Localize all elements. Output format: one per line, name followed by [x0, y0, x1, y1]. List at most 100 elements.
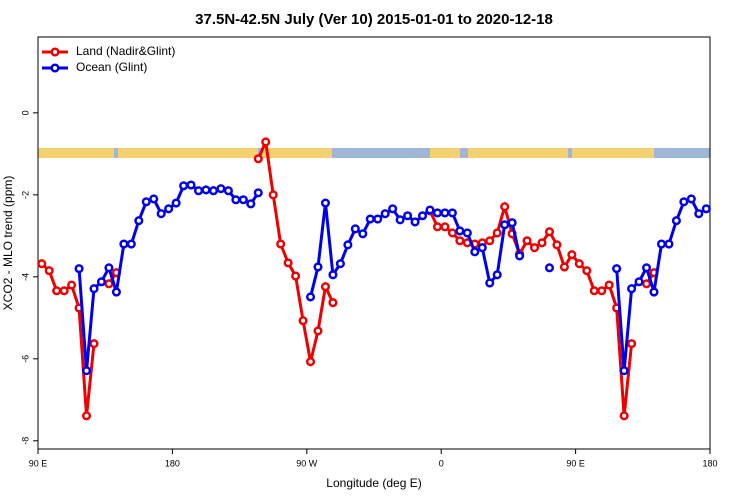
- point: [231, 195, 241, 205]
- point: [567, 250, 577, 260]
- point: [455, 226, 465, 236]
- point: [671, 216, 681, 226]
- point: [268, 190, 278, 200]
- point: [589, 286, 599, 296]
- point: [641, 263, 652, 273]
- y-tick-label: -2: [20, 191, 30, 199]
- point: [335, 259, 345, 269]
- y-axis-label: XCO2 - MLO trend (ppm): [1, 176, 15, 311]
- point: [171, 198, 181, 208]
- point: [477, 243, 487, 253]
- point: [44, 266, 54, 276]
- x-tick-label: 90 W: [296, 458, 318, 468]
- point: [119, 239, 129, 249]
- point: [89, 339, 99, 349]
- point: [313, 326, 323, 336]
- point: [432, 222, 443, 232]
- point: [462, 228, 472, 238]
- point: [201, 185, 211, 195]
- point: [208, 186, 219, 196]
- point: [193, 186, 204, 196]
- point: [59, 286, 69, 296]
- point: [134, 216, 144, 226]
- point: [544, 227, 555, 237]
- point: [305, 292, 316, 302]
- point: [447, 228, 457, 238]
- point: [552, 240, 562, 250]
- point: [81, 366, 92, 376]
- point: [582, 266, 592, 276]
- point: [164, 204, 174, 214]
- point: [417, 211, 428, 221]
- point: [141, 197, 151, 207]
- y-tick-label: -6: [20, 355, 30, 363]
- point: [440, 208, 450, 218]
- point: [388, 204, 398, 214]
- point: [612, 264, 622, 274]
- point: [515, 251, 525, 261]
- point: [186, 180, 196, 190]
- x-tick-label: 0: [439, 458, 444, 468]
- y-tick-label: 0: [20, 110, 30, 115]
- point: [216, 184, 226, 194]
- point: [283, 258, 293, 268]
- point: [343, 240, 353, 250]
- point: [365, 214, 375, 224]
- point: [104, 263, 114, 273]
- point: [305, 357, 316, 367]
- point: [537, 238, 547, 248]
- point: [694, 209, 704, 219]
- point: [432, 208, 443, 218]
- point: [410, 217, 420, 227]
- point: [485, 236, 495, 246]
- x-axis-label: Longitude (deg E): [326, 476, 421, 490]
- legend-marker: [50, 47, 60, 57]
- land-ocean-strip: [38, 148, 710, 158]
- y-tick-label: -8: [20, 437, 30, 445]
- point: [619, 411, 629, 421]
- series-line: [40, 136, 656, 416]
- point: [641, 279, 652, 289]
- legend: Land (Nadir&Glint) Ocean (Glint): [42, 44, 175, 74]
- x-tick-label: 180: [702, 458, 717, 468]
- point: [74, 264, 84, 274]
- chart-title: 37.5N-42.5N July (Ver 10) 2015-01-01 to …: [195, 11, 553, 28]
- point: [395, 215, 405, 225]
- point: [649, 287, 659, 297]
- x-tick-label: 180: [165, 458, 180, 468]
- point: [291, 271, 301, 281]
- point: [559, 262, 569, 272]
- point: [686, 194, 696, 204]
- point: [96, 277, 107, 287]
- point: [455, 236, 465, 246]
- point: [156, 209, 166, 219]
- point: [485, 278, 495, 288]
- point: [81, 411, 92, 421]
- point: [500, 202, 510, 212]
- point: [89, 284, 99, 294]
- point: [500, 220, 510, 230]
- point: [604, 280, 614, 290]
- point: [627, 339, 637, 349]
- point: [425, 205, 435, 215]
- point: [664, 239, 674, 249]
- point: [574, 259, 584, 269]
- point: [320, 282, 331, 292]
- point: [470, 247, 480, 257]
- point: [544, 263, 555, 273]
- point: [37, 259, 47, 269]
- point: [507, 218, 517, 228]
- legend-label: Land (Nadir&Glint): [76, 44, 175, 58]
- point: [298, 316, 308, 326]
- point: [104, 279, 114, 289]
- point: [261, 137, 271, 147]
- point: [111, 287, 121, 297]
- point: [529, 243, 540, 253]
- point: [701, 204, 711, 214]
- legend-marker: [50, 63, 60, 73]
- point: [447, 208, 457, 218]
- point: [619, 366, 629, 376]
- point: [403, 211, 413, 221]
- point: [522, 236, 532, 246]
- point: [320, 198, 331, 208]
